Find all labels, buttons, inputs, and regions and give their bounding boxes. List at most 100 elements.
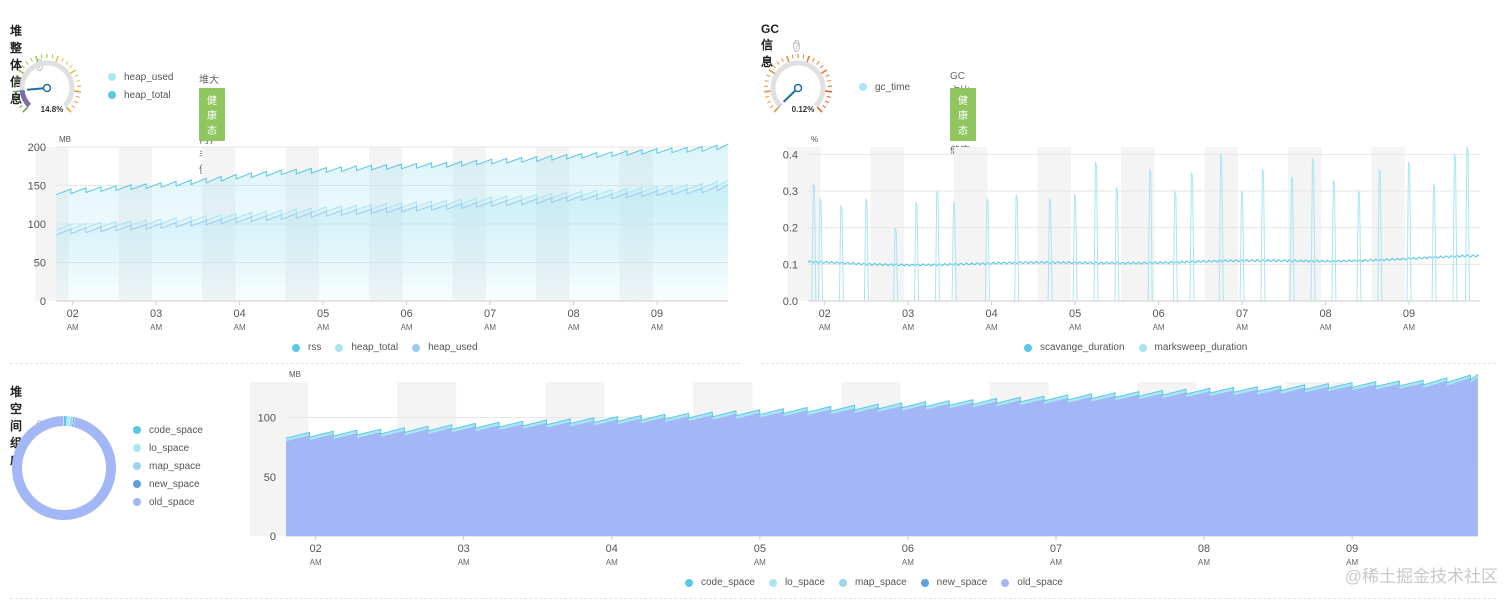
legend-item-lo-space[interactable]: lo_space xyxy=(768,577,825,588)
gauge-tick xyxy=(61,58,64,62)
gauge-center xyxy=(42,83,52,93)
marksweep-spike xyxy=(1356,190,1362,302)
gauge-tick xyxy=(802,54,805,59)
legend-item-heap-used[interactable]: heap_used xyxy=(108,68,174,86)
x-tick-label: 02 xyxy=(309,543,321,555)
x-tick-label: 07 xyxy=(1236,308,1248,320)
x-tick-sublabel: AM xyxy=(902,323,914,332)
gauge-tick xyxy=(75,95,80,98)
x-tick-sublabel: AM xyxy=(1050,558,1062,567)
x-tick-label: 04 xyxy=(606,543,618,555)
x-tick-label: 03 xyxy=(902,308,914,320)
gauge-track xyxy=(770,60,826,108)
marksweep-spike xyxy=(951,201,957,302)
legend-dot xyxy=(920,578,929,587)
gauge-tick xyxy=(776,61,780,65)
series-line-code_space xyxy=(285,373,1479,439)
y-axis-unit: MB xyxy=(289,370,301,379)
gauge-tick xyxy=(769,104,774,109)
y-axis-unit: MB xyxy=(59,135,71,144)
legend-item-marksweep-duration[interactable]: marksweep_duration xyxy=(1138,342,1247,353)
gauge-tick xyxy=(40,54,43,59)
series-area-old_space xyxy=(286,377,1478,536)
legend-label: new_space xyxy=(936,577,988,588)
x-tick-sublabel: AM xyxy=(819,323,831,332)
legend-item-old-space[interactable]: old_space xyxy=(133,493,203,511)
legend-item-map-space[interactable]: map_space xyxy=(133,457,203,475)
marksweep-spike xyxy=(1377,168,1383,302)
gauge-tick xyxy=(825,74,830,77)
gauge-tick xyxy=(812,58,815,62)
marksweep-spike xyxy=(1172,190,1178,302)
legend-dot xyxy=(108,91,116,99)
legend-item-old-space[interactable]: old_space xyxy=(1001,577,1063,588)
marksweep-spike xyxy=(1331,179,1337,302)
x-tick-label: 03 xyxy=(150,308,162,320)
legend-item-scavange-duration[interactable]: scavange_duration xyxy=(1024,342,1125,353)
legend-item-map-space[interactable]: map_space xyxy=(838,577,907,588)
legend-item-new-space[interactable]: new_space xyxy=(133,475,203,493)
x-tick-sublabel: AM xyxy=(1403,323,1415,332)
help-icon[interactable]: ? xyxy=(792,40,800,52)
legend-dot xyxy=(1138,343,1147,352)
marksweep-spike xyxy=(914,201,920,302)
y-tick-label: 200 xyxy=(28,142,46,154)
gauge-tick xyxy=(766,74,771,77)
x-tick-sublabel: AM xyxy=(458,558,470,567)
marksweep-spike xyxy=(1289,176,1295,302)
x-tick-sublabel: AM xyxy=(1198,558,1210,567)
x-tick-label: 06 xyxy=(902,543,914,555)
divider xyxy=(761,363,1496,364)
gauge-tick xyxy=(768,69,776,75)
legend-item-lo-space[interactable]: lo_space xyxy=(133,439,203,457)
legend-item-code-space[interactable]: code_space xyxy=(685,577,755,588)
legend-label: new_space xyxy=(149,478,200,490)
y-tick-label: 100 xyxy=(258,413,276,425)
x-tick-label: 08 xyxy=(567,308,579,320)
legend-item-rss[interactable]: rss xyxy=(292,342,321,353)
x-tick-label: 05 xyxy=(754,543,766,555)
x-tick-label: 08 xyxy=(1319,308,1331,320)
x-tick-sublabel: AM xyxy=(902,558,914,567)
y-tick-label: 100 xyxy=(28,219,46,231)
legend-item-gc-time[interactable]: gc_time xyxy=(859,78,910,96)
gauge-tick xyxy=(21,64,25,69)
marksweep-spike xyxy=(1072,194,1078,302)
x-tick-sublabel: AM xyxy=(651,323,663,332)
gauge-tick xyxy=(765,95,770,98)
legend-item-code-space[interactable]: code_space xyxy=(133,421,203,439)
x-tick-sublabel: AM xyxy=(1320,323,1332,332)
gauge-tick xyxy=(827,79,832,82)
heap-gauge-legend: heap_used heap_total xyxy=(108,68,174,104)
x-tick-sublabel: AM xyxy=(1346,558,1358,567)
marksweep-spike xyxy=(1239,190,1245,302)
x-tick-sublabel: AM xyxy=(401,323,413,332)
gauge-tick xyxy=(764,90,772,93)
y-tick-label: 0 xyxy=(40,296,46,308)
x-tick-label: 03 xyxy=(458,543,470,555)
gauge-tick xyxy=(73,90,81,93)
legend-item-heap-used[interactable]: heap_used xyxy=(412,342,478,353)
legend-item-heap-total[interactable]: heap_total xyxy=(108,86,174,104)
legend-item-new-space[interactable]: new_space xyxy=(920,577,988,588)
x-tick-sublabel: AM xyxy=(234,323,246,332)
gc-title: GC 信息 ? xyxy=(761,22,800,70)
gc-health-badge: 健康态 xyxy=(950,88,976,141)
x-tick-sublabel: AM xyxy=(1153,323,1165,332)
x-tick-label: 09 xyxy=(651,308,663,320)
space-donut-chart xyxy=(12,416,116,520)
gauge-tick xyxy=(820,69,828,75)
legend-dot xyxy=(412,343,421,352)
x-tick-label: 07 xyxy=(1050,543,1062,555)
gc-gauge-legend: gc_time xyxy=(859,78,910,96)
gauge-tick xyxy=(773,106,780,113)
legend-item-heap-total[interactable]: heap_total xyxy=(335,342,398,353)
x-tick-label: 04 xyxy=(986,308,998,320)
gauge-tick xyxy=(76,79,81,82)
gc-title-text: GC 信息 xyxy=(761,22,779,69)
heap-chart: 0 50 100 150 200 MB 02 AM 03 AM 04 AM 05 AM 06 AM 07 AM 08… xyxy=(28,135,729,332)
gauge-tick xyxy=(69,64,73,69)
gauge-tick xyxy=(55,55,59,63)
x-tick-label: 08 xyxy=(1198,543,1210,555)
gauge-tick xyxy=(15,74,20,77)
